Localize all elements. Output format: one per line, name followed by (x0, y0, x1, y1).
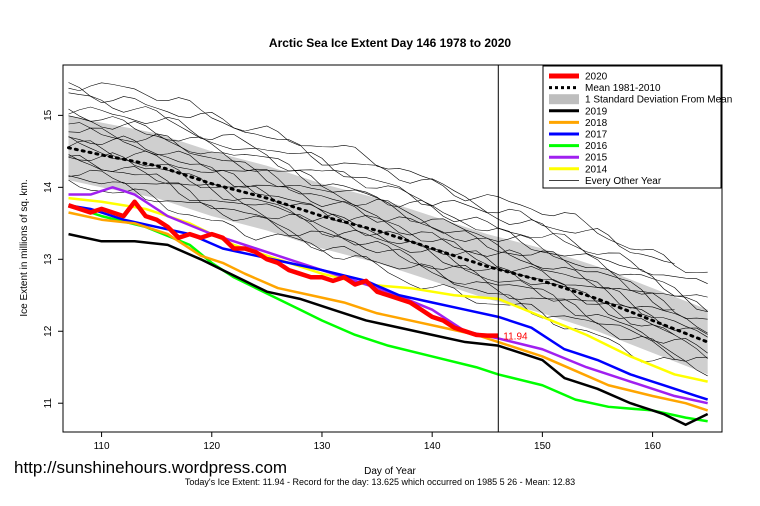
legend-label: 2015 (585, 153, 608, 164)
other-year-line (68, 127, 708, 320)
std-dev-band (68, 115, 708, 375)
x-tick-label: 150 (534, 441, 551, 452)
legend-label: 2017 (585, 130, 608, 141)
legend-label: 2018 (585, 118, 608, 129)
x-axis-label: Day of Year (364, 466, 416, 477)
legend-label: 2019 (585, 106, 608, 117)
y-tick-label: 11 (43, 398, 54, 409)
legend-label: 2014 (585, 164, 608, 175)
plot-area (67, 65, 710, 432)
watermark-url: http://sunshinehours.wordpress.com (14, 458, 288, 477)
other-year-line (68, 169, 708, 362)
other-year-line (68, 175, 708, 377)
other-year-line (68, 106, 708, 298)
other-year-line (68, 155, 708, 354)
series-line-2015 (68, 186, 708, 405)
plot-frame (62, 64, 723, 433)
x-tick-label: 140 (424, 441, 441, 452)
series-line-2018 (68, 211, 709, 412)
other-year-line (68, 140, 708, 335)
series-line-2019 (68, 232, 709, 427)
legend-label: 2016 (585, 141, 608, 152)
other-year-line (68, 82, 675, 264)
current-value-label: 11.94 (503, 332, 528, 343)
x-axis: 110 120 130 140 150 160 (94, 432, 661, 452)
series-line-2016 (68, 204, 708, 423)
x-tick-label: 130 (314, 441, 331, 452)
legend-swatch (549, 94, 579, 105)
other-year-line (68, 92, 708, 284)
y-axis: 11 12 13 14 15 (43, 109, 63, 408)
chart-title: Arctic Sea Ice Extent Day 146 1978 to 20… (269, 36, 511, 50)
other-year-line (68, 136, 708, 338)
other-year-line (68, 154, 708, 359)
y-tick-label: 15 (43, 109, 54, 121)
legend-label: 1 Standard Deviation From Mean (585, 95, 732, 106)
legend-label: Mean 1981-2010 (585, 83, 661, 94)
other-year-line (68, 115, 708, 312)
other-year-line (68, 82, 708, 273)
y-tick-label: 13 (43, 253, 54, 265)
legend-label: Every Other Year (585, 176, 662, 187)
other-year-line (68, 135, 708, 334)
y-tick-label: 12 (43, 325, 54, 337)
footer-stats: Today's Ice Extent: 11.94 - Record for t… (184, 477, 576, 487)
other-year-line (68, 122, 675, 311)
legend-label: 2020 (585, 72, 608, 83)
series-line-2020 (67, 199, 499, 338)
y-tick-label: 14 (43, 181, 54, 193)
x-tick-label: 120 (203, 441, 220, 452)
other-year-line (68, 108, 708, 313)
x-tick-label: 110 (94, 441, 110, 452)
y-axis-label: Ice Extent in millions of sq. km. (19, 179, 30, 316)
mean-line (67, 146, 710, 344)
x-tick-label: 160 (644, 441, 661, 452)
